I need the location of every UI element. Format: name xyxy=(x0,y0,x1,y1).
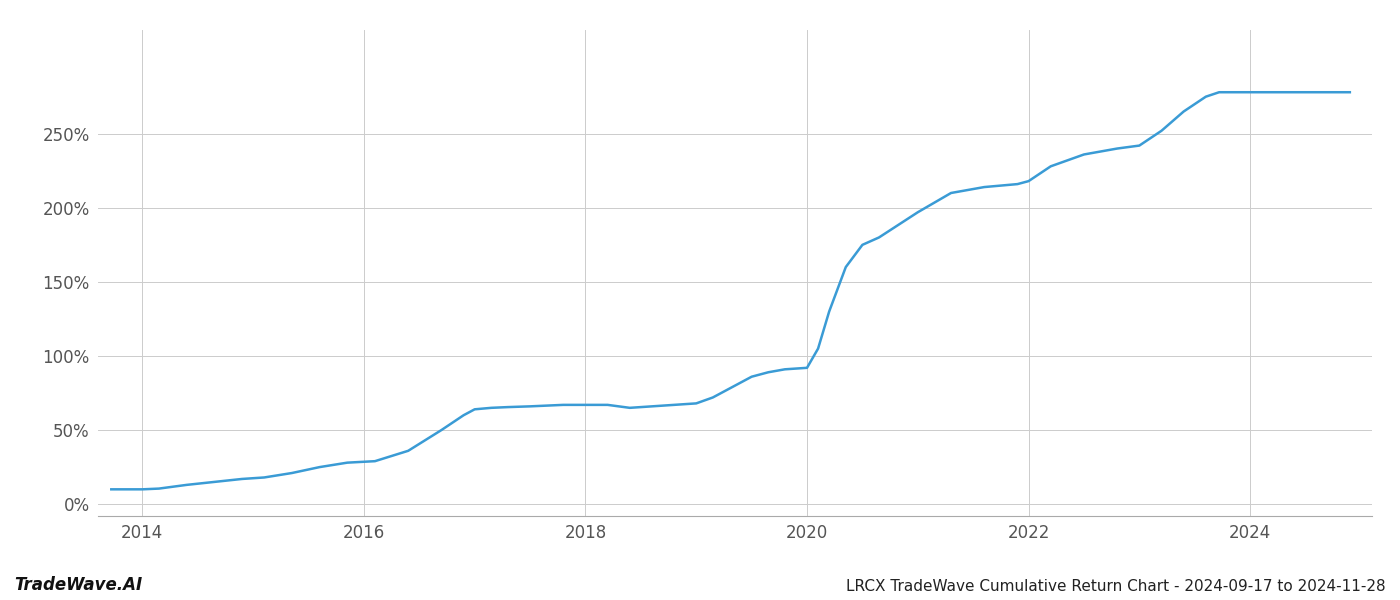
Text: TradeWave.AI: TradeWave.AI xyxy=(14,576,143,594)
Text: LRCX TradeWave Cumulative Return Chart - 2024-09-17 to 2024-11-28: LRCX TradeWave Cumulative Return Chart -… xyxy=(847,579,1386,594)
